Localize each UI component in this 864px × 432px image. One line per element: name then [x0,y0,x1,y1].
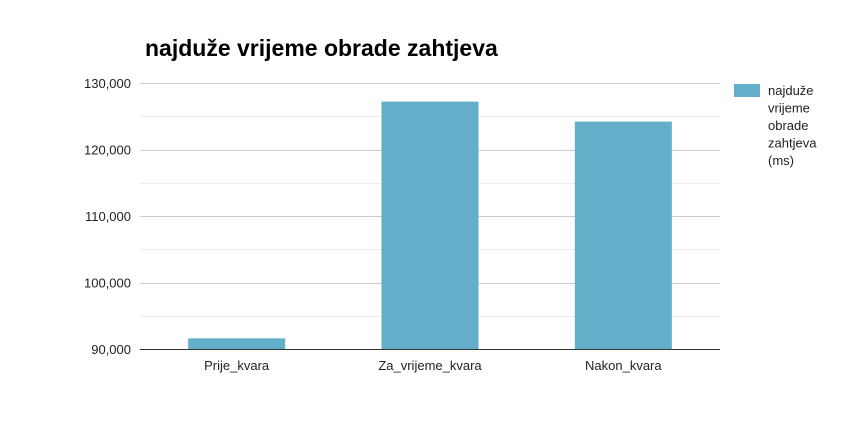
legend-label-line: najduže [768,83,814,98]
y-tick-label: 100,000 [84,276,131,291]
bar [381,101,479,350]
chart-title: najduže vrijeme obrade zahtjeva [145,35,498,61]
x-tick-label: Za_vrijeme_kvara [378,358,482,373]
y-tick-label: 120,000 [84,143,131,158]
y-tick-label: 110,000 [85,209,131,224]
bars [188,101,672,350]
x-axis-ticks: Prije_kvara Za_vrijeme_kvara Nakon_kvara [204,358,662,373]
x-tick-label: Nakon_kvara [585,358,662,373]
y-tick-label: 90,000 [91,342,131,357]
legend-label-line: (ms) [768,153,794,168]
bar [574,121,672,349]
legend-label-line: zahtjeva [768,136,817,151]
x-tick-label: Prije_kvara [204,358,270,373]
legend-label-line: obrade [768,118,808,133]
y-tick-label: 130,000 [84,76,131,91]
legend-label-line: vrijeme [768,101,810,116]
legend-label: najduže vrijeme obrade zahtjeva (ms) [768,83,817,168]
legend-swatch [734,84,760,97]
legend: najduže vrijeme obrade zahtjeva (ms) [734,83,817,168]
bar [188,338,286,349]
y-axis-ticks: 90,000 100,000 110,000 120,000 130,000 [84,76,131,357]
